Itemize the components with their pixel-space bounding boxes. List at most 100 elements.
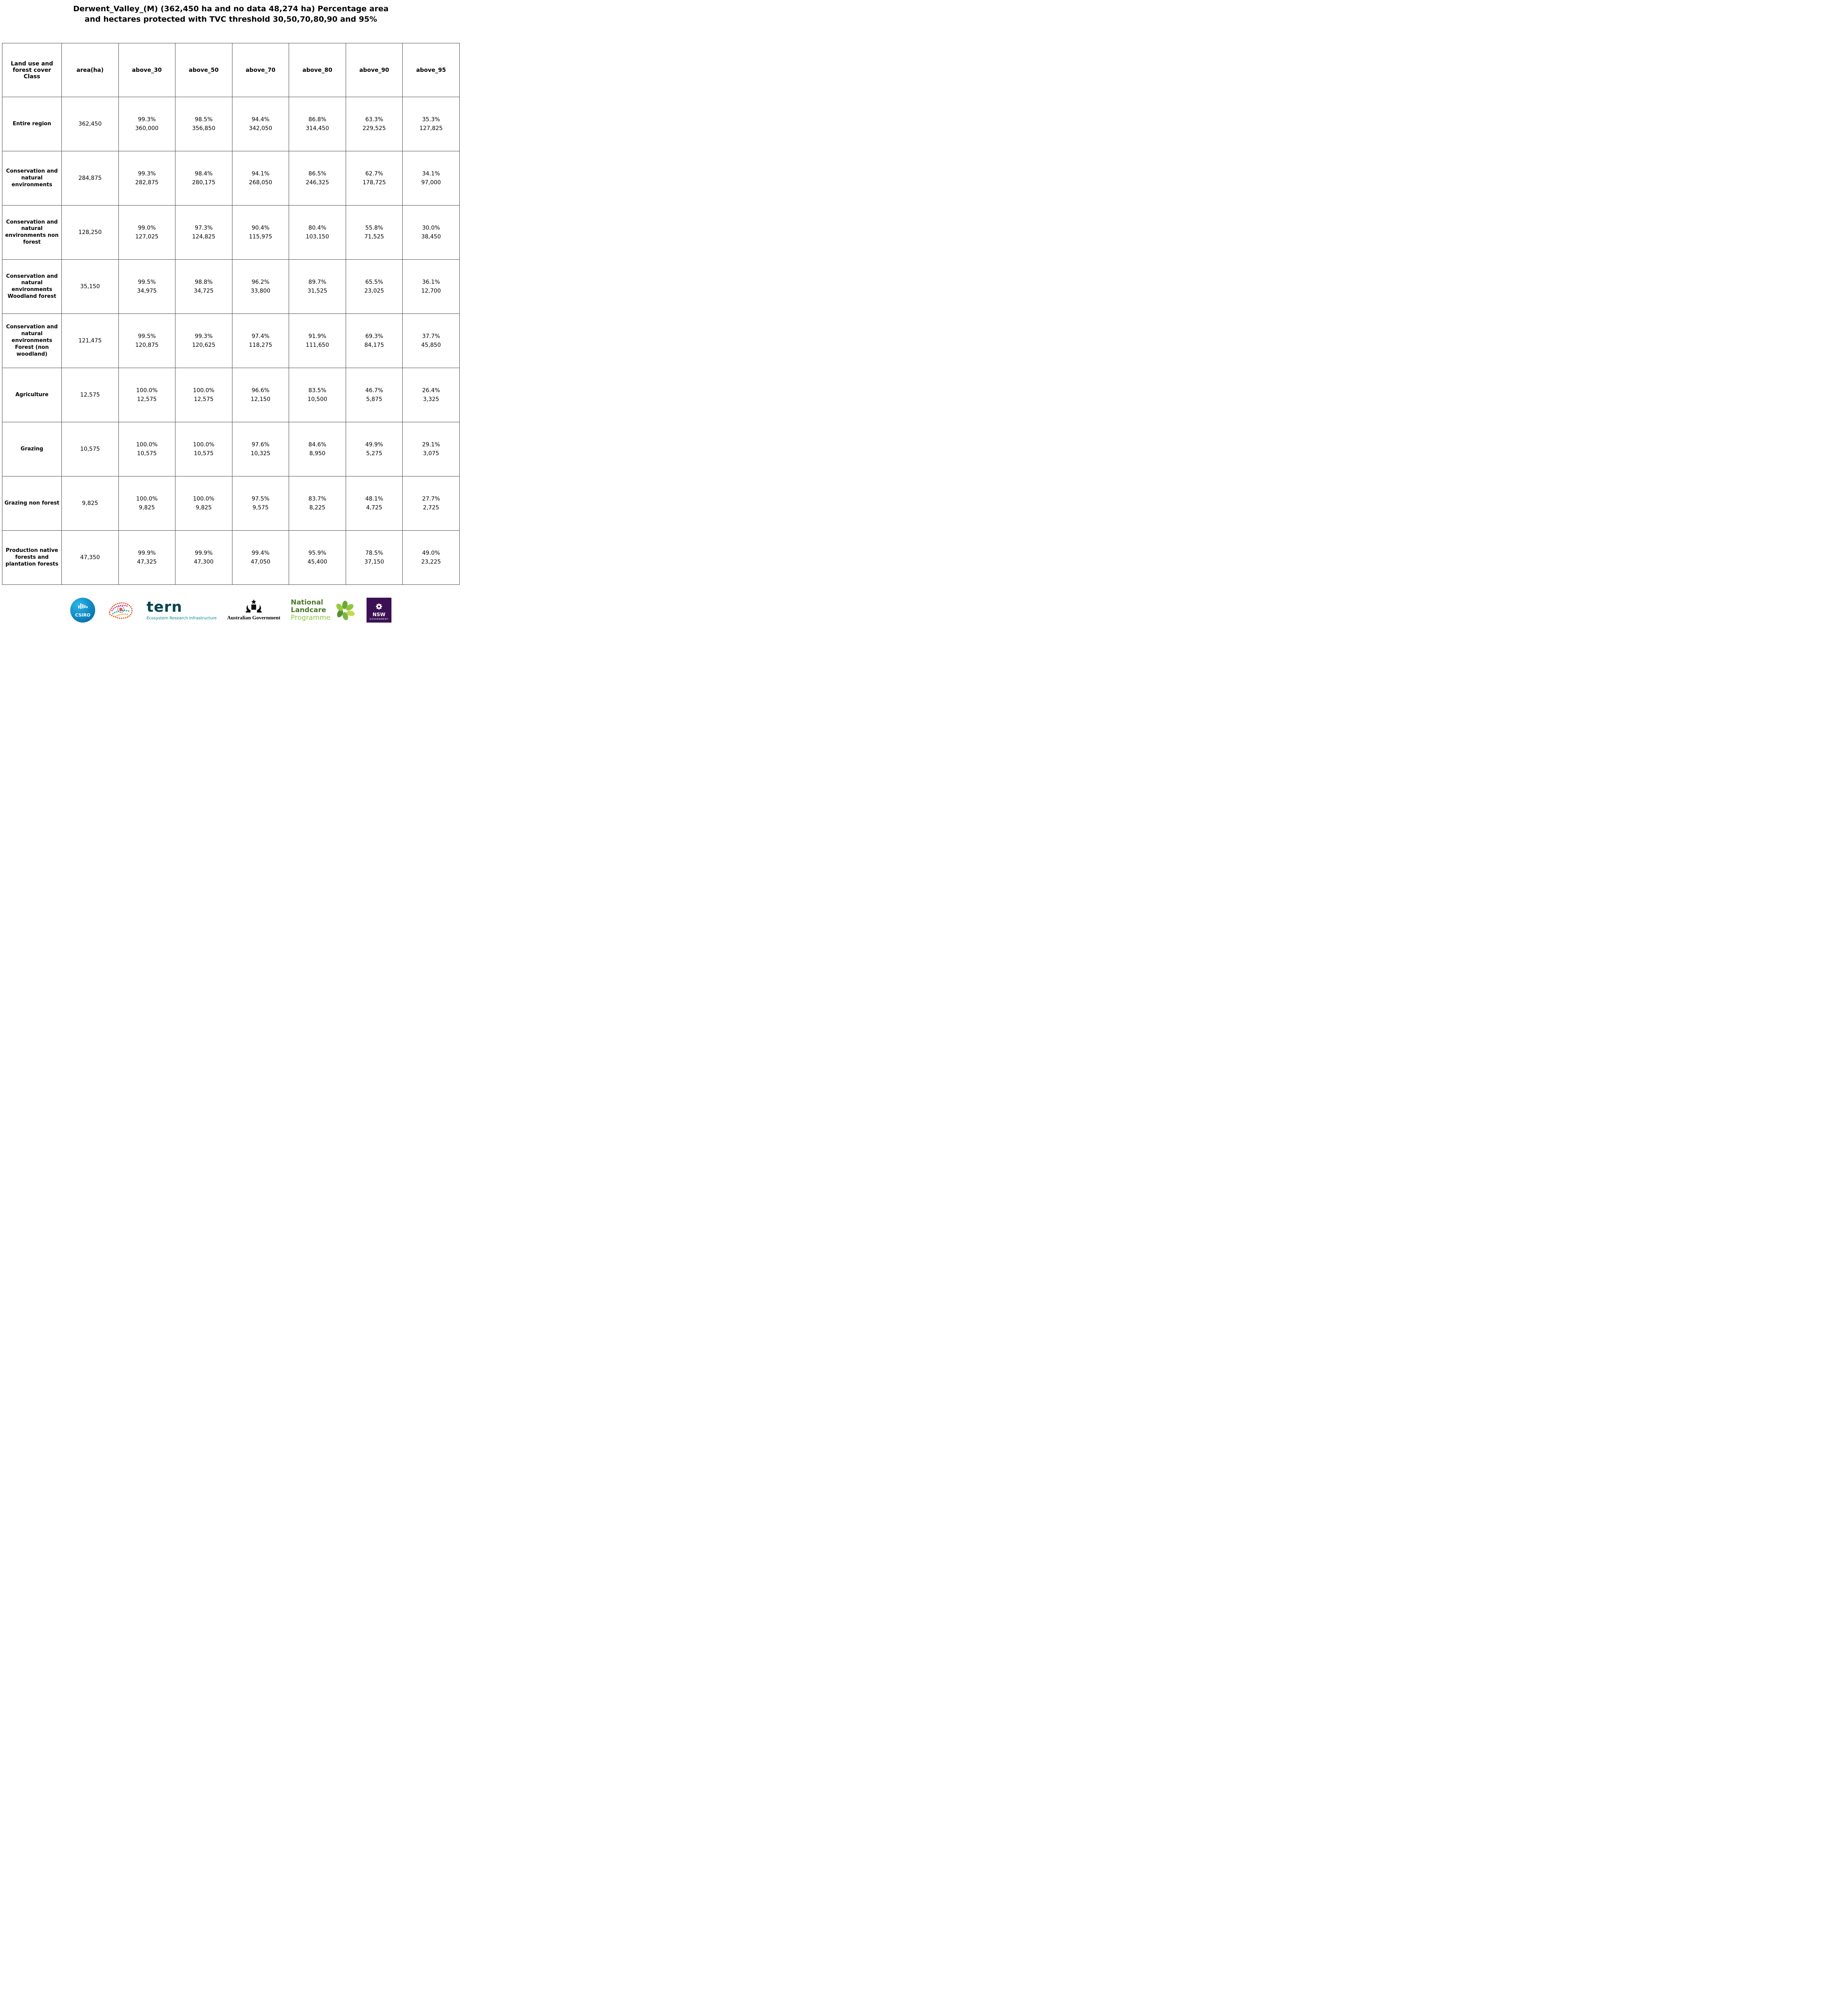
cell-percent: 100.0% <box>193 387 215 394</box>
cell-percent: 96.2% <box>251 279 270 285</box>
cell-hectares: 23,225 <box>421 559 441 566</box>
header-area-ha: area(ha) <box>61 43 119 98</box>
table-cell: 99.0% 127,025 <box>118 205 176 260</box>
cell-percent: 49.0% <box>422 550 440 556</box>
cell-percent: 36.1% <box>422 279 440 285</box>
row-label: Conservation and natural environments Fo… <box>2 313 62 368</box>
cell-percent: 91.9% <box>308 333 326 340</box>
cell-hectares: 111,650 <box>306 342 329 349</box>
header-above-90: above_90 <box>345 43 403 98</box>
cell-hectares: 47,300 <box>194 559 214 566</box>
cell-percent: 99.0% <box>138 224 156 231</box>
table-cell: 96.2% 33,800 <box>232 259 289 314</box>
australian-government-logo: Australian Government <box>227 599 280 621</box>
cell-percent: 46.7% <box>365 387 383 394</box>
cell-percent: 62.7% <box>365 170 383 177</box>
table-cell: 37.7% 45,850 <box>402 313 460 368</box>
cell-percent: 98.4% <box>195 170 213 177</box>
landcare-line3: Programme <box>291 613 331 622</box>
cell-hectares: 124,825 <box>192 234 216 240</box>
cell-hectares: 280,175 <box>192 179 216 186</box>
indigenous-artwork-icon <box>109 602 133 619</box>
table-cell: 83.7% 8,225 <box>289 476 346 531</box>
cell-percent: 99.9% <box>138 550 156 556</box>
row-label: Entire region <box>2 97 62 152</box>
table-row: Grazing non forest 9,825 100.0% 9,825 100… <box>2 476 460 531</box>
cell-hectares: 120,875 <box>135 342 159 349</box>
table-cell: 100.0% 9,825 <box>175 476 232 531</box>
cell-percent: 96.6% <box>251 387 270 394</box>
table-cell: 97.4% 118,275 <box>232 313 289 368</box>
table-cell: 35.3% 127,825 <box>402 97 460 152</box>
table-cell: 100.0% 12,575 <box>175 368 232 423</box>
cell-hectares: 34,725 <box>194 288 214 295</box>
page-title-line1: Derwent_Valley_(M) (362,450 ha and no da… <box>73 4 389 13</box>
cell-percent: 83.5% <box>308 387 326 394</box>
area-value: 121,475 <box>61 313 119 368</box>
cell-hectares: 246,325 <box>306 179 329 186</box>
header-above-50: above_50 <box>175 43 232 98</box>
cell-percent: 34.1% <box>422 170 440 177</box>
row-label: Agriculture <box>2 368 62 423</box>
cell-hectares: 8,225 <box>309 505 326 511</box>
cell-hectares: 33,800 <box>251 288 271 295</box>
cell-percent: 89.7% <box>308 279 326 285</box>
header-above-95: above_95 <box>402 43 460 98</box>
table-cell: 49.9% 5,275 <box>345 422 403 477</box>
csiro-logo-icon: CSIRO <box>70 598 95 623</box>
cell-hectares: 118,275 <box>249 342 272 349</box>
table-cell: 62.7% 178,725 <box>345 151 403 206</box>
cell-percent: 49.9% <box>365 441 383 448</box>
svg-text:NSW: NSW <box>373 612 385 617</box>
table-cell: 78.5% 37,150 <box>345 530 403 585</box>
table-cell: 97.5% 9,575 <box>232 476 289 531</box>
table-cell: 36.1% 12,700 <box>402 259 460 314</box>
cell-hectares: 356,850 <box>192 125 216 132</box>
cell-hectares: 5,875 <box>366 396 383 403</box>
table-cell: 34.1% 97,000 <box>402 151 460 206</box>
area-value: 128,250 <box>61 205 119 260</box>
table-cell: 86.5% 246,325 <box>289 151 346 206</box>
table-row: Entire region 362,450 99.3% 360,000 98.5%… <box>2 97 460 152</box>
header-above-30: above_30 <box>118 43 176 98</box>
cell-percent: 48.1% <box>365 495 383 502</box>
table-cell: 94.4% 342,050 <box>232 97 289 152</box>
cell-percent: 97.4% <box>251 333 270 340</box>
row-label: Conservation and natural environments Wo… <box>2 259 62 314</box>
nsw-government-logo: NSW GOVERNMENT <box>367 598 392 623</box>
tern-logo: tern Ecosystem Research Infrastructure <box>147 600 217 621</box>
table-cell: 100.0% 9,825 <box>118 476 176 531</box>
page-title: Derwent_Valley_(M) (362,450 ha and no da… <box>0 0 462 24</box>
landcare-line2: Landcare <box>291 606 326 614</box>
cell-hectares: 3,075 <box>423 450 439 457</box>
cell-percent: 99.3% <box>138 170 156 177</box>
landcare-line1: National <box>291 598 323 607</box>
cell-hectares: 47,050 <box>251 559 271 566</box>
cell-hectares: 9,825 <box>139 505 155 511</box>
table-cell: 86.8% 314,450 <box>289 97 346 152</box>
cell-hectares: 10,325 <box>251 450 271 457</box>
cell-percent: 78.5% <box>365 550 383 556</box>
cell-hectares: 9,825 <box>196 505 212 511</box>
table-cell: 63.3% 229,525 <box>345 97 403 152</box>
area-value: 10,575 <box>61 422 119 477</box>
cell-hectares: 5,275 <box>366 450 383 457</box>
cell-percent: 63.3% <box>365 116 383 123</box>
cell-hectares: 178,725 <box>363 179 386 186</box>
cell-percent: 84.6% <box>308 441 326 448</box>
cell-percent: 100.0% <box>136 387 158 394</box>
cell-hectares: 4,725 <box>366 505 383 511</box>
table-cell: 83.5% 10,500 <box>289 368 346 423</box>
row-label: Grazing non forest <box>2 476 62 531</box>
cell-hectares: 229,525 <box>363 125 386 132</box>
table-cell: 80.4% 103,150 <box>289 205 346 260</box>
table-cell: 97.3% 124,825 <box>175 205 232 260</box>
table-row: Conservation and natural environments 28… <box>2 151 460 206</box>
cell-hectares: 115,975 <box>249 234 272 240</box>
cell-hectares: 10,500 <box>308 396 328 403</box>
cell-hectares: 71,525 <box>364 234 384 240</box>
header-land-use-class: Land use and forest cover Class <box>2 43 62 98</box>
cell-percent: 99.9% <box>195 550 213 556</box>
cell-percent: 80.4% <box>308 224 326 231</box>
row-label: Conservation and natural environments no… <box>2 205 62 260</box>
